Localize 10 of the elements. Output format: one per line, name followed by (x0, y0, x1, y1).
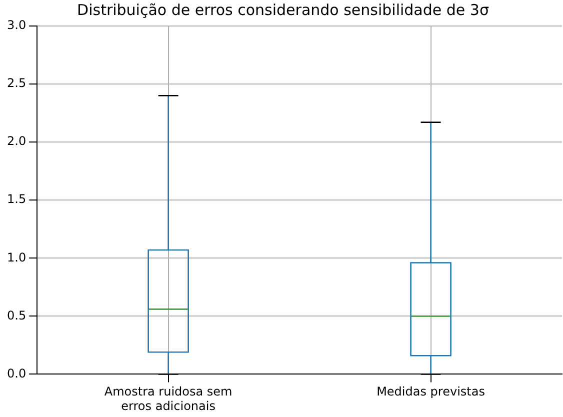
y-tick-label: 0.5 (6, 308, 26, 322)
y-tick-label: 1.0 (6, 250, 26, 264)
y-tick-label: 2.0 (6, 134, 26, 148)
x-tick-label: Amostra ruidosa sem erros adicionais (104, 384, 232, 413)
y-tick-label: 3.0 (6, 18, 26, 32)
y-tick-label: 2.5 (6, 76, 26, 90)
chart-title: Distribuição de erros considerando sensibilidade de 3σ (77, 0, 490, 19)
y-tick-label: 1.5 (6, 192, 26, 206)
y-tick-label: 0.0 (6, 366, 26, 380)
x-tick-label: Medidas previstas (376, 384, 485, 399)
